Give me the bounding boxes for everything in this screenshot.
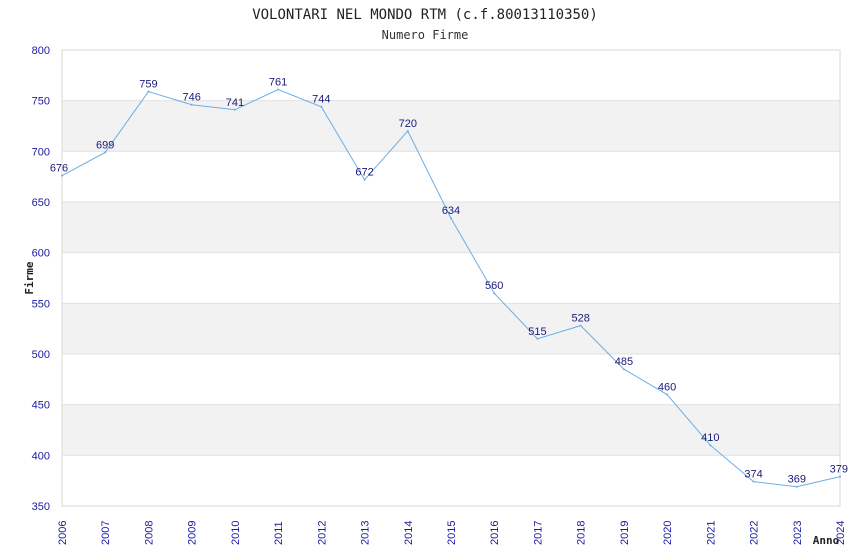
y-axis-label: Firme xyxy=(23,261,36,294)
chart-subtitle: Numero Firme xyxy=(382,28,469,42)
data-label: 744 xyxy=(312,94,330,106)
x-tick-label: 2022 xyxy=(749,521,761,545)
data-label: 746 xyxy=(182,92,200,104)
data-label: 515 xyxy=(528,326,546,338)
data-label: 379 xyxy=(830,464,848,476)
data-point xyxy=(147,90,150,93)
x-axis-ticks: 2006 2007 2008 2009 2010 2011 2012 2013 2014 2015… xyxy=(57,521,847,545)
data-point xyxy=(104,151,107,154)
x-tick-label: 2007 xyxy=(100,521,112,545)
x-tick-label: 2021 xyxy=(705,521,717,545)
y-tick-label: 700 xyxy=(32,146,50,158)
y-tick-label: 600 xyxy=(32,248,50,260)
grid-bands xyxy=(62,100,840,456)
data-point xyxy=(406,130,409,133)
data-point xyxy=(579,324,582,327)
data-point xyxy=(709,444,712,447)
data-label: 699 xyxy=(96,139,114,151)
x-tick-label: 2017 xyxy=(532,521,544,545)
y-tick-label: 450 xyxy=(32,400,50,412)
data-point xyxy=(752,480,755,483)
data-point xyxy=(320,105,323,108)
x-tick-label: 2013 xyxy=(360,521,372,545)
data-label: 369 xyxy=(788,474,806,486)
x-tick-label: 2012 xyxy=(316,521,328,545)
data-label: 410 xyxy=(701,432,719,444)
data-label: 485 xyxy=(615,356,633,368)
data-label: 741 xyxy=(226,97,244,109)
y-tick-label: 550 xyxy=(32,298,50,310)
x-axis-label: Anno xyxy=(813,534,840,547)
data-label: 560 xyxy=(485,280,503,292)
y-tick-label: 800 xyxy=(32,45,50,57)
data-label: 720 xyxy=(399,118,417,130)
x-tick-label: 2018 xyxy=(576,521,588,545)
plot-area xyxy=(61,49,841,507)
data-label: 374 xyxy=(744,469,762,481)
grid-band xyxy=(62,100,840,152)
data-point xyxy=(190,103,193,106)
x-tick-label: 2006 xyxy=(57,521,69,545)
x-tick-label: 2009 xyxy=(187,521,199,545)
x-tick-label: 2010 xyxy=(230,521,242,545)
data-point xyxy=(277,88,280,91)
data-point xyxy=(622,368,625,371)
y-tick-label: 650 xyxy=(32,197,50,209)
data-label: 460 xyxy=(658,382,676,394)
data-point xyxy=(666,393,669,396)
y-tick-label: 400 xyxy=(32,450,50,462)
x-tick-label: 2023 xyxy=(792,521,804,545)
x-tick-label: 2008 xyxy=(143,521,155,545)
data-point xyxy=(363,178,366,181)
data-point xyxy=(839,475,841,478)
data-label: 634 xyxy=(442,205,460,217)
grid-band xyxy=(62,202,840,253)
y-tick-label: 500 xyxy=(32,349,50,361)
x-tick-label: 2016 xyxy=(489,521,501,545)
data-points xyxy=(61,88,841,488)
data-label: 676 xyxy=(50,163,68,175)
data-point xyxy=(536,337,539,340)
data-point xyxy=(795,485,798,488)
data-label: 672 xyxy=(355,167,373,179)
data-point xyxy=(61,174,63,177)
x-tick-label: 2015 xyxy=(446,521,458,545)
grid-band xyxy=(62,404,840,456)
data-labels: 676 699 759 746 741 761 744 672 720 634 560 515 528 4… xyxy=(50,77,848,486)
data-label: 761 xyxy=(269,77,287,89)
y-tick-label: 750 xyxy=(32,96,50,108)
data-point xyxy=(450,217,452,220)
x-tick-label: 2020 xyxy=(662,521,674,545)
data-point xyxy=(233,108,236,111)
y-axis-ticks: 350 400 450 500 550 600 650 700 750 800 xyxy=(32,45,50,513)
x-tick-label: 2019 xyxy=(619,521,631,545)
x-tick-label: 2014 xyxy=(403,521,415,545)
grid-band xyxy=(62,303,840,354)
chart-title: VOLONTARI NEL MONDO RTM (c.f.80013110350… xyxy=(252,7,598,23)
data-label: 759 xyxy=(139,79,157,91)
x-tick-label: 2011 xyxy=(273,521,285,545)
y-tick-label: 350 xyxy=(32,501,50,513)
data-point xyxy=(493,292,496,295)
x-tick-label: 2024 xyxy=(835,521,847,545)
data-label: 528 xyxy=(571,313,589,325)
